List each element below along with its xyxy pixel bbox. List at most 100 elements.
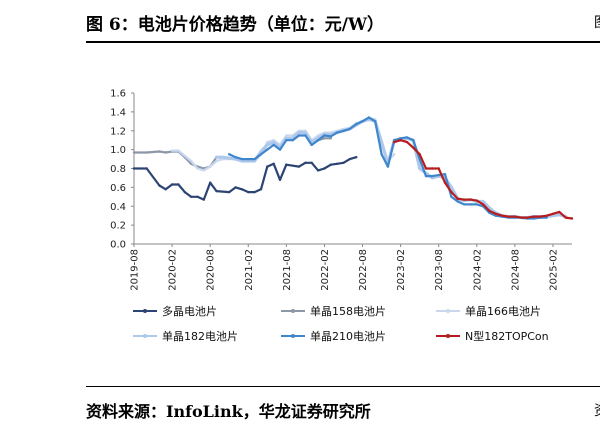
data-point-s182: [259, 150, 263, 153]
x-tick-label: 2022-02: [320, 249, 331, 291]
y-tick-label: 1.6: [110, 89, 126, 100]
x-tick-label: 2020-08: [206, 249, 217, 291]
data-point-ntype: [558, 210, 561, 214]
data-point-s210: [405, 136, 409, 139]
data-point-s210: [380, 153, 383, 156]
data-point-dbz: [285, 163, 288, 166]
data-point-s210: [348, 127, 351, 131]
data-point-ntype: [399, 139, 402, 142]
data-point-s166: [266, 140, 269, 144]
data-point-s166: [285, 134, 288, 137]
data-point-s182: [304, 131, 307, 134]
series-line-s210: [228, 116, 548, 220]
legend-marker-dbz: [143, 309, 147, 313]
data-point-ntype: [532, 215, 536, 218]
data-point-s182: [272, 140, 275, 144]
data-point-s210: [310, 143, 313, 147]
data-point-ntype: [456, 197, 459, 200]
data-point-s182: [488, 206, 491, 210]
data-point-dbz: [164, 188, 167, 191]
footnote-rule: [86, 386, 600, 387]
data-point-s182: [266, 143, 269, 147]
data-point-s182: [285, 137, 288, 140]
legend-marker-s166: [446, 309, 450, 313]
data-point-dbz: [297, 165, 301, 168]
data-point-ntype: [570, 217, 574, 220]
data-point-s210: [532, 217, 536, 220]
data-point-s210: [367, 116, 371, 119]
x-tick-label: 2024-02: [472, 249, 483, 291]
data-point-dbz: [323, 167, 326, 170]
data-point-s158: [164, 151, 167, 154]
data-point-s210: [450, 195, 453, 198]
data-point-ntype: [501, 214, 504, 217]
legend-marker-s158: [291, 309, 295, 313]
axes: 0.0 0.2 0.4 0.6 0.8 1.0 1.2 1.4 1.6 2019-08 2020-0…: [110, 89, 572, 291]
legend-marker-s182: [143, 334, 147, 338]
data-point-s166: [215, 159, 218, 163]
data-point-s210: [304, 134, 307, 137]
x-tick-label: 2021-02: [244, 249, 255, 291]
data-point-dbz: [272, 162, 275, 165]
data-point-s210: [272, 143, 275, 147]
data-point-ntype: [431, 167, 434, 170]
data-point-s210: [253, 157, 256, 161]
series-ntype: [393, 139, 574, 220]
data-point-s210: [418, 157, 421, 161]
data-point-s210: [323, 134, 326, 137]
y-tick-label: 1.0: [110, 145, 126, 156]
x-tick-label: 2021-08: [282, 249, 293, 291]
legend-item-s182: 单晶182电池片: [133, 330, 238, 343]
data-point-ntype: [507, 215, 510, 218]
data-point-ntype: [418, 153, 421, 156]
data-point-dbz: [240, 188, 244, 191]
data-point-s166: [177, 149, 180, 152]
data-point-s166: [393, 153, 396, 156]
data-point-s182: [450, 186, 453, 189]
data-point-s166: [170, 149, 174, 152]
data-point-dbz: [158, 184, 161, 187]
data-point-s210: [291, 139, 294, 142]
series-s182: [214, 117, 568, 220]
data-point-s210: [240, 157, 244, 161]
data-point-s210: [462, 203, 466, 206]
data-point-ntype: [462, 198, 466, 201]
legend-label-s210: 单晶210电池片: [310, 330, 386, 343]
data-point-s210: [545, 216, 548, 219]
data-point-ntype: [564, 216, 567, 219]
y-tick-label: 0.0: [110, 240, 126, 251]
data-point-s210: [285, 139, 288, 142]
legend-label-s166: 单晶166电池片: [465, 305, 541, 318]
x-tick-label: 2022-08: [358, 249, 369, 291]
series-line-dbz: [132, 156, 358, 201]
data-point-s210: [335, 131, 339, 134]
data-point-dbz: [247, 190, 250, 194]
data-point-ntype: [551, 212, 555, 215]
data-point-s210: [259, 153, 263, 156]
legend-marker-ntype: [446, 334, 450, 338]
series-line-s182: [214, 117, 568, 220]
source-note: 资料来源：InfoLink，华龙证券研究所: [86, 402, 371, 421]
data-point-s210: [278, 148, 282, 151]
data-point-dbz: [196, 195, 199, 198]
data-point-s210: [361, 120, 364, 123]
y-tick-label: 0.4: [110, 202, 126, 213]
data-point-s210: [316, 139, 320, 142]
legend-marker-s210: [291, 334, 295, 338]
data-point-s210: [234, 156, 237, 159]
x-tick-label: 2024-08: [510, 249, 521, 291]
data-point-dbz: [316, 169, 320, 172]
data-point-ntype: [488, 209, 491, 213]
data-point-dbz: [215, 189, 218, 193]
legend-label-s182: 单晶182电池片: [162, 330, 238, 343]
legend-item-s166: 单晶166电池片: [436, 305, 541, 318]
data-point-s182: [253, 159, 256, 163]
data-point-s158: [158, 150, 161, 153]
legend-label-ntype: N型182TOPCon: [465, 329, 549, 343]
data-point-ntype: [526, 216, 529, 219]
data-point-dbz: [132, 167, 136, 170]
data-point-s210: [297, 134, 301, 137]
y-tick-label: 0.8: [110, 164, 126, 175]
data-point-s210: [355, 122, 358, 126]
